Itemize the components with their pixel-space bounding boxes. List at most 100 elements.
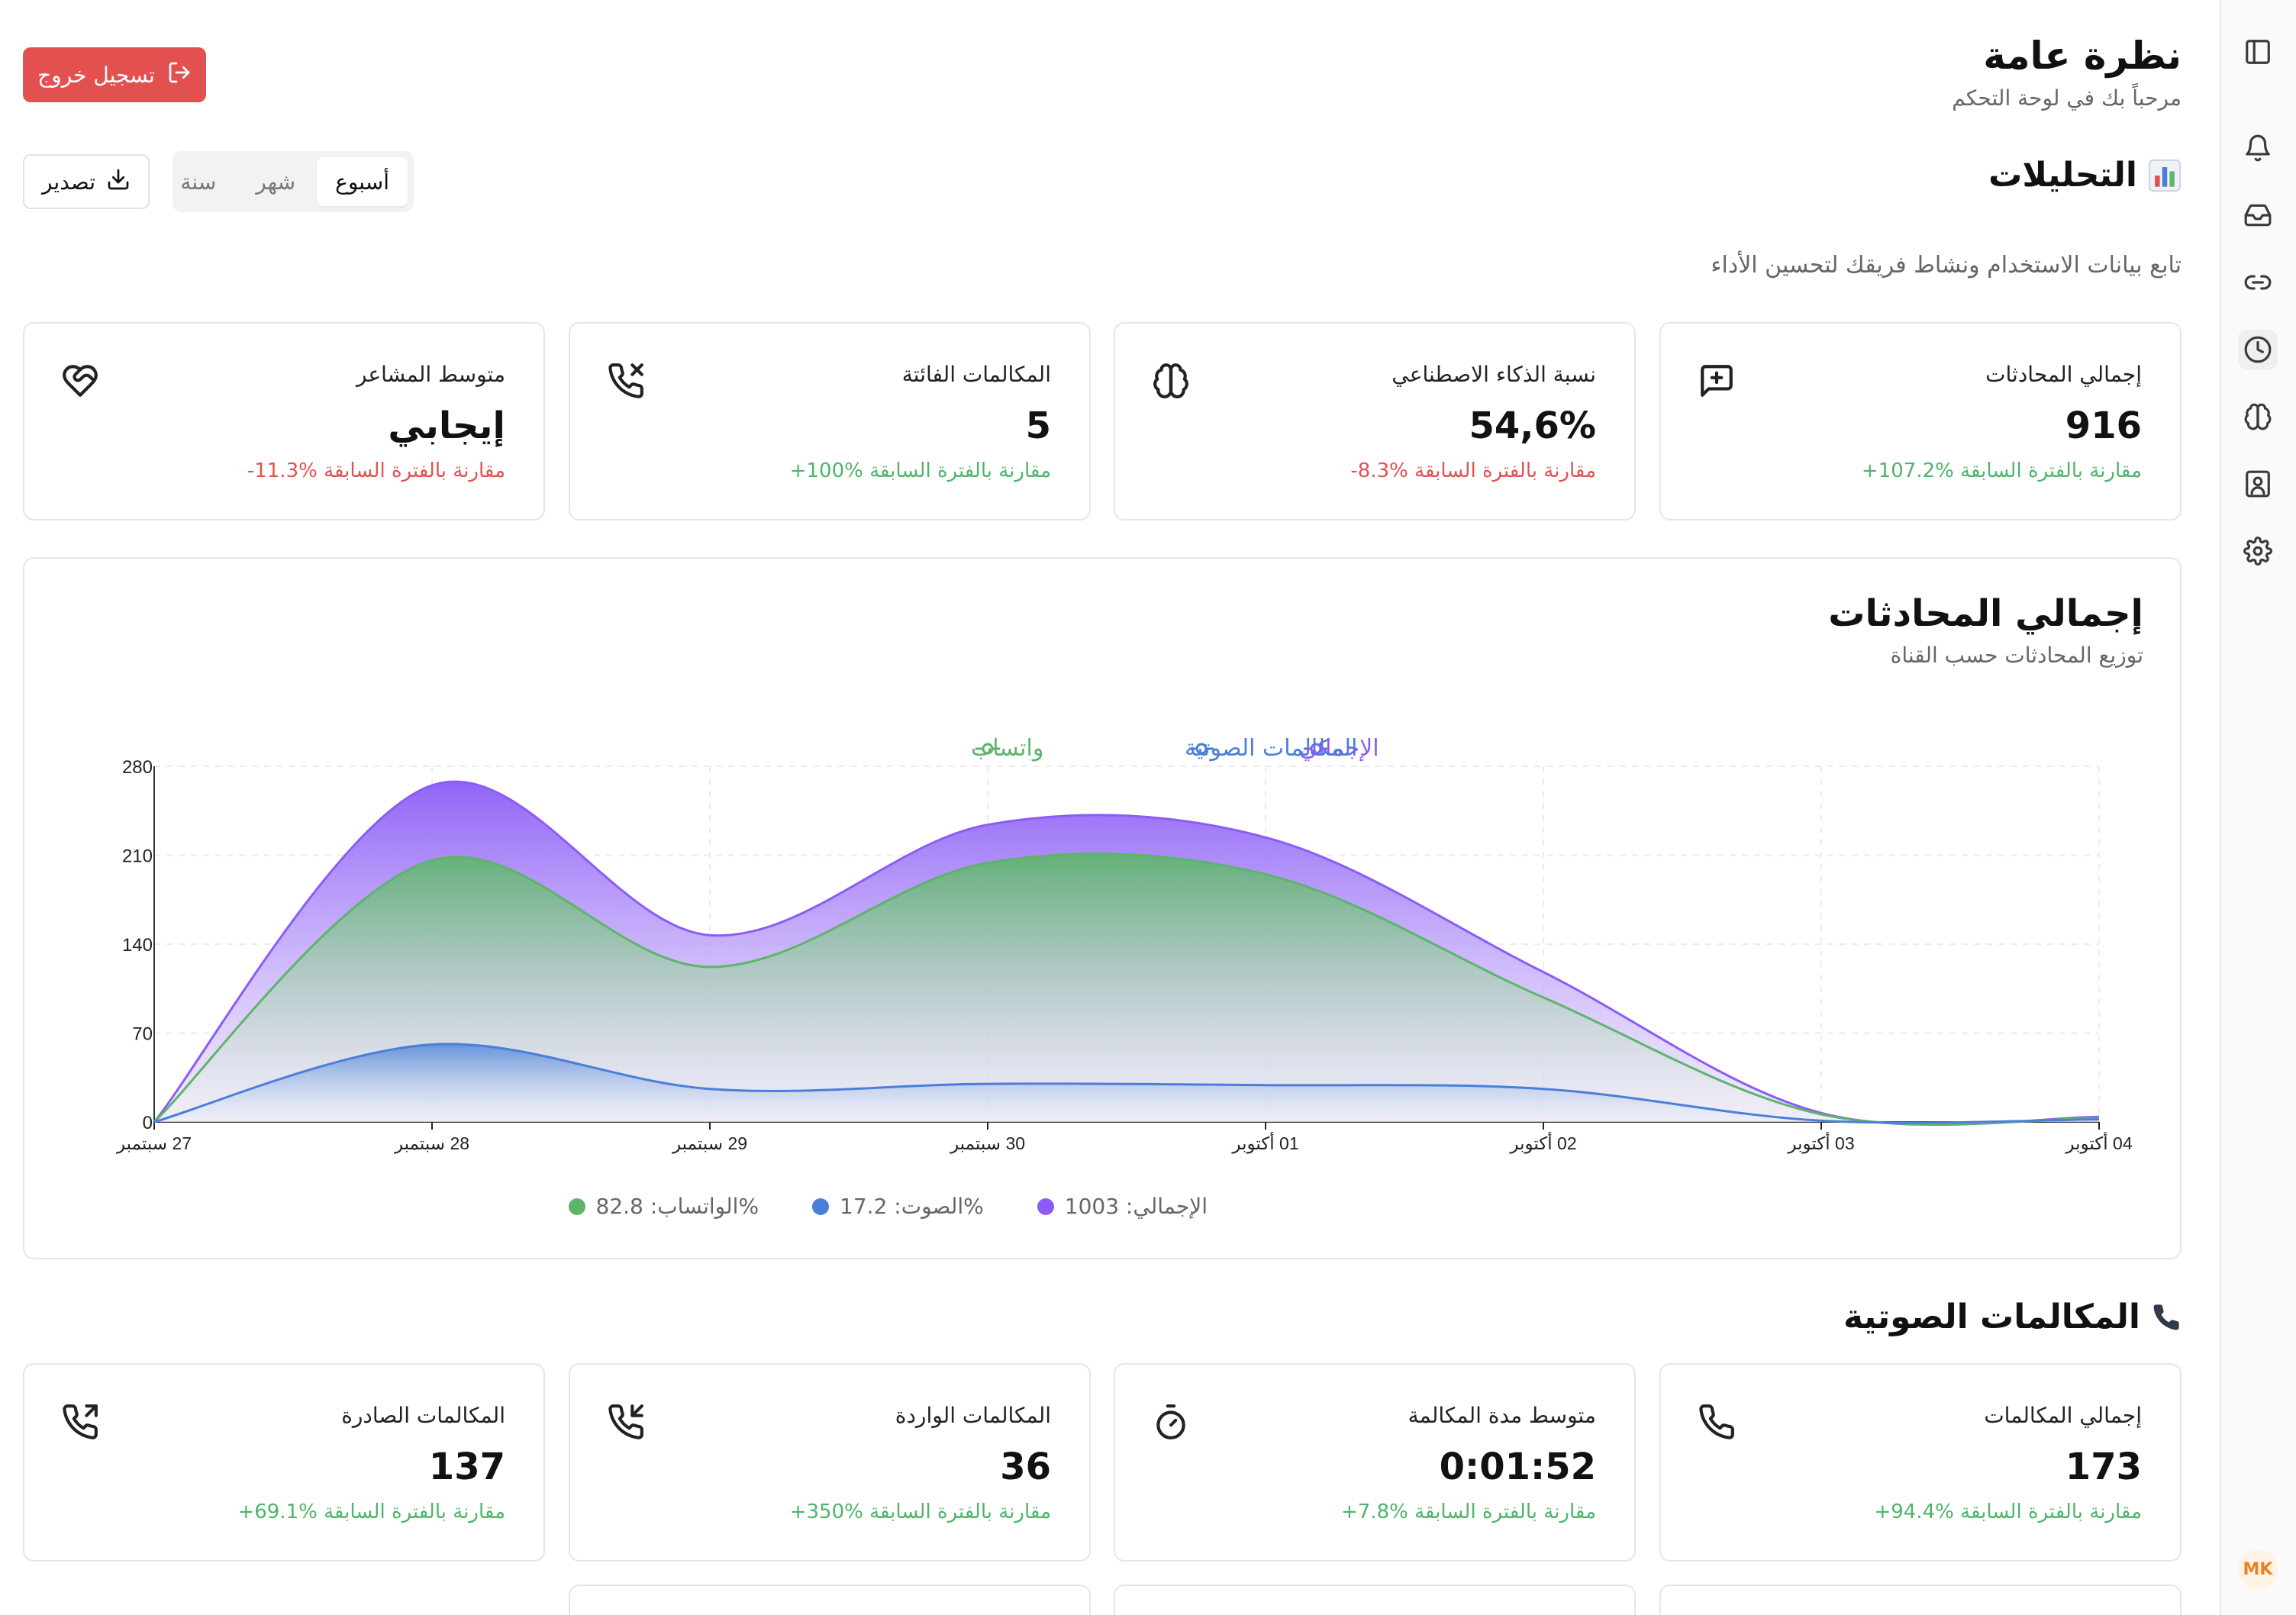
kpi-ai-ratio: نسبة الذكاء الاصطناعي 54,6% -8.3% مقارنة… — [1114, 322, 1636, 521]
summary-whatsapp-text: الواتساب: 82.8% — [595, 1194, 759, 1219]
analytics-description: تابع بيانات الاستخدام ونشاط فريقك لتحسين… — [1711, 252, 2182, 279]
kpi-delta: +350% مقارنة بالفترة السابقة — [789, 1501, 1051, 1523]
series-whatsapp-line — [153, 853, 2100, 1126]
main-content: نظرة عامة مرحباً بك في لوحة التحكم تسجيل… — [23, 0, 2182, 1615]
legend-label: المكالمات الصوتية — [1185, 735, 1357, 762]
message-plus-icon — [1698, 362, 1736, 400]
conversations-area-chart[interactable]: 0 70 140 210 280 27 سبتمبر 28 سبتمبر 29 سبتمبر 3… — [24, 559, 2183, 1261]
heart-handshake-icon — [61, 362, 99, 400]
phone-missed-icon — [607, 362, 645, 400]
kpi-delta: +7.8% مقارنة بالفترة السابقة — [1340, 1501, 1596, 1523]
x-tick-label: 01 أكتوبر — [1231, 1132, 1298, 1154]
kpi-delta: +69.1% مقارنة بالفترة السابقة — [237, 1501, 505, 1523]
kpi-value: 0:01:52 — [1439, 1446, 1596, 1488]
kpi-card-partial — [1659, 1584, 2182, 1615]
kpi-label: المكالمات الصادرة — [341, 1403, 505, 1428]
legend-label: الإجمالي — [1299, 735, 1379, 762]
kpi-missed-calls: المكالمات الفائتة 5 +100% مقارنة بالفترة… — [569, 322, 1091, 521]
settings-icon[interactable] — [2238, 531, 2278, 571]
kpi-total-calls: إجمالي المكالمات 173 +94.4% مقارنة بالفت… — [1659, 1363, 2182, 1562]
chart-title: إجمالي المحادثات — [1828, 592, 2143, 635]
timer-icon — [1152, 1403, 1190, 1441]
voice-dot — [812, 1198, 830, 1215]
clock-icon[interactable] — [2238, 330, 2278, 369]
x-tick-label: 02 أكتوبر — [1509, 1132, 1576, 1154]
kpi-value: 5 — [1025, 405, 1051, 447]
brain-icon[interactable] — [2238, 397, 2278, 437]
phone-outgoing-icon — [61, 1403, 99, 1441]
legend-label: واتساب — [971, 735, 1043, 762]
x-tick-label: 30 سبتمبر — [950, 1133, 1025, 1154]
legend-marker-dot — [1195, 743, 1208, 755]
summary-total: الإجمالي: 1003 — [1037, 1194, 1208, 1219]
logout-button[interactable]: تسجيل خروج — [23, 47, 206, 102]
conversations-chart-card: إجمالي المحادثات توزيع المحادثات حسب الق… — [23, 557, 2182, 1259]
kpi-card-partial — [1114, 1584, 1636, 1615]
panel-toggle-icon[interactable] — [2238, 32, 2278, 72]
kpi-label: إجمالي المكالمات — [1984, 1403, 2142, 1428]
series-total-line — [153, 780, 2100, 1127]
kpi-delta: -8.3% مقارنة بالفترة السابقة — [1350, 459, 1596, 482]
y-tick-label: 70 — [132, 1024, 153, 1045]
export-button[interactable]: تصدير — [23, 154, 150, 209]
phone-icon — [1698, 1403, 1736, 1441]
voice-calls-title-text: المكالمات الصوتية — [1843, 1297, 2140, 1336]
kpi-delta: +94.4% مقارنة بالفترة السابقة — [1874, 1501, 2142, 1523]
kpi-label: متوسط مدة المكالمة — [1408, 1403, 1596, 1428]
whatsapp-dot — [568, 1198, 585, 1215]
total-dot — [1037, 1198, 1054, 1215]
page-subtitle: مرحباً بك في لوحة التحكم — [1952, 85, 2182, 111]
kpi-incoming-calls: المكالمات الواردة 36 +350% مقارنة بالفتر… — [569, 1363, 1091, 1562]
kpi-avg-call-duration: متوسط مدة المكالمة 0:01:52 +7.8% مقارنة … — [1114, 1363, 1636, 1562]
kpi-value: 137 — [428, 1446, 505, 1488]
kpi-avg-sentiment: متوسط المشاعر إيجابي -11.3% مقارنة بالفت… — [23, 322, 545, 521]
kpi-label: المكالمات الفائتة — [901, 362, 1051, 387]
legend-marker-dot — [1310, 743, 1322, 755]
kpi-label: متوسط المشاعر — [356, 362, 505, 387]
logout-label: تسجيل خروج — [37, 62, 155, 88]
contact-icon[interactable] — [2238, 464, 2278, 504]
page-title: نظرة عامة — [1983, 34, 2182, 78]
period-week[interactable]: أسبوع — [317, 157, 408, 206]
x-tick-label: 03 أكتوبر — [1787, 1132, 1854, 1154]
kpi-value: 54,6% — [1469, 405, 1596, 447]
series-voice-area — [154, 1043, 2099, 1123]
kpi-delta: +100% مقارنة بالفترة السابقة — [789, 459, 1051, 482]
chart-subtitle: توزيع المحادثات حسب القناة — [1890, 643, 2143, 668]
summary-voice-text: الصوت: 17.2% — [840, 1194, 984, 1219]
telephone-emoji-icon — [2153, 1304, 2179, 1330]
kpi-value: 916 — [2065, 405, 2142, 447]
series-whatsapp-area — [154, 853, 2099, 1124]
kpi-label: نسبة الذكاء الاصطناعي — [1391, 362, 1596, 387]
kpi-delta: -11.3% مقارنة بالفترة السابقة — [247, 459, 505, 482]
y-tick-label: 210 — [122, 846, 153, 867]
analytics-title: التحليلات — [1988, 156, 2182, 195]
x-tick-label: 28 سبتمبر — [394, 1133, 469, 1154]
icon-sidebar: MK — [2220, 0, 2296, 1615]
kpi-value: 36 — [1000, 1446, 1051, 1488]
period-year[interactable]: سنة — [180, 169, 217, 195]
y-tick-label: 280 — [122, 757, 153, 778]
bell-icon[interactable] — [2238, 128, 2278, 168]
brain-icon — [1152, 362, 1190, 400]
logout-icon — [167, 60, 192, 90]
analytics-title-text: التحليلات — [1988, 156, 2137, 195]
kpi-outgoing-calls: المكالمات الصادرة 137 +69.1% مقارنة بالف… — [23, 1363, 545, 1562]
x-tick-label: 29 سبتمبر — [672, 1133, 747, 1154]
inbox-icon[interactable] — [2238, 195, 2278, 235]
x-tick-label: 27 سبتمبر — [116, 1133, 192, 1154]
period-month[interactable]: شهر — [256, 169, 296, 195]
download-icon — [106, 167, 131, 197]
voice-calls-title: المكالمات الصوتية — [1843, 1297, 2182, 1336]
phone-incoming-icon — [607, 1403, 645, 1441]
x-tick-label: 04 أكتوبر — [2065, 1132, 2132, 1154]
kpi-card-partial — [569, 1584, 1091, 1615]
kpi-label: إجمالي المحادثات — [1985, 362, 2142, 387]
summary-whatsapp: الواتساب: 82.8% — [568, 1194, 759, 1219]
kpi-total-conversations: إجمالي المحادثات 916 +107.2% مقارنة بالف… — [1659, 322, 2182, 521]
bar-chart-emoji-icon — [2148, 159, 2182, 192]
user-avatar[interactable]: MK — [2238, 1549, 2278, 1589]
link-icon[interactable] — [2238, 263, 2278, 302]
y-tick-label: 0 — [143, 1113, 153, 1133]
kpi-value: 173 — [2065, 1446, 2142, 1488]
